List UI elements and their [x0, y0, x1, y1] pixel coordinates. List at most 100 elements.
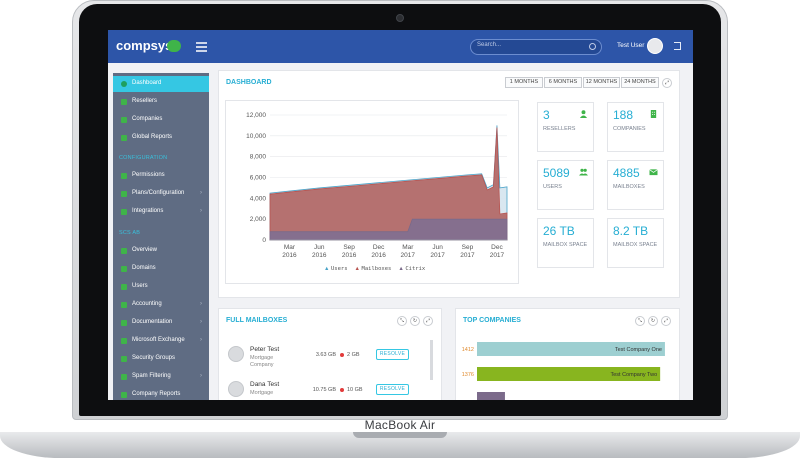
integrations-icon	[121, 209, 127, 215]
sidebar-item-label: Users	[132, 283, 148, 289]
stat-tile-mailbox-space-1[interactable]: 26 TB MAILBOX SPACE	[537, 218, 594, 268]
sidebar-item-plans-configuration[interactable]: Plans/Configuration ›	[113, 186, 209, 202]
sidebar-item-security-groups[interactable]: Security Groups	[113, 351, 209, 367]
legend-label: Users	[330, 266, 348, 272]
sidebar-item-global-reports[interactable]: Global Reports	[113, 130, 209, 146]
mailbox-company: Mortgage Company	[250, 355, 274, 368]
legend-label: Citrix	[405, 266, 426, 272]
dashboard-icon	[121, 81, 127, 87]
stat-tile-companies[interactable]: 188 COMPANIES	[607, 102, 664, 152]
top-companies-bar-chart: 1412 Test Company One 1376 Test Company Two	[462, 342, 665, 400]
user-name[interactable]: Test User	[617, 42, 645, 49]
legend-item[interactable]: ▲ Mailboxes	[355, 266, 392, 272]
legend-item[interactable]: ▲ Citrix	[398, 266, 425, 272]
app-logo[interactable]: compsys	[116, 38, 173, 53]
sidebar-item-label: Company Reports	[132, 391, 181, 397]
users-icon	[121, 284, 127, 290]
domains-icon	[121, 266, 127, 272]
sidebar-item-accounting[interactable]: Accounting ›	[113, 297, 209, 313]
exchange-icon	[121, 338, 127, 344]
user-avatar[interactable]	[647, 38, 663, 54]
permissions-icon	[121, 173, 127, 179]
logout-icon[interactable]	[674, 42, 681, 50]
company-bar[interactable]	[477, 342, 665, 356]
sidebar-item-company-reports[interactable]: Company Reports	[113, 387, 209, 400]
stat-label: MAILBOXES	[613, 184, 645, 190]
over-quota-dot-icon	[340, 353, 344, 357]
reports-icon	[121, 135, 127, 141]
sidebar-item-overview[interactable]: Overview	[113, 243, 209, 259]
x-tick-label: Jun	[314, 244, 325, 251]
sidebar-item-label: Overview	[132, 247, 158, 253]
overview-icon	[121, 248, 127, 254]
sidebar-section-scs: SCS AB	[119, 230, 141, 236]
sidebar-item-companies[interactable]: Companies	[113, 112, 209, 128]
chevron-right-icon: ›	[200, 373, 202, 379]
sidebar: Dashboard Resellers Companies Global Rep…	[113, 73, 209, 400]
sidebar-item-label: Security Groups	[132, 355, 176, 361]
resolve-button[interactable]: RESOLVE	[376, 349, 409, 360]
sidebar-item-domains[interactable]: Domains	[113, 261, 209, 277]
scrollbar[interactable]	[430, 340, 433, 380]
chart-legend: ▲ Users ▲ Mailboxes ▲ Citrix	[324, 266, 432, 272]
company-bar-label: Test Company One	[615, 347, 662, 353]
stat-value: 8.2 TB	[613, 224, 649, 238]
expand-icon[interactable]: ⤢	[662, 78, 672, 88]
company-bar-label: Test Company Two	[610, 372, 657, 378]
sidebar-item-users[interactable]: Users	[113, 279, 209, 295]
series-area-mailboxes	[269, 127, 508, 241]
range-24-months-button[interactable]: 24 MONTHS	[621, 77, 659, 88]
refresh-icon[interactable]: ↻	[648, 316, 658, 326]
collapse-icon[interactable]: ⤡	[397, 316, 407, 326]
y-tick-label: 4,000	[250, 195, 267, 202]
stat-tile-mailboxes[interactable]: 4885 MAILBOXES	[607, 160, 664, 210]
stat-label: MAILBOX SPACE	[613, 242, 658, 248]
stat-label: MAILBOX SPACE	[543, 242, 588, 248]
x-tick-label: 2017	[460, 252, 475, 259]
menu-toggle-icon[interactable]	[196, 42, 207, 54]
y-tick-label: 0	[262, 237, 266, 244]
sidebar-item-label: Resellers	[132, 98, 158, 104]
company-bar[interactable]	[477, 367, 661, 381]
mailbox-company: Mortgage	[250, 390, 274, 396]
sidebar-item-resellers[interactable]: Resellers	[113, 94, 209, 110]
x-tick-label: 2016	[342, 252, 357, 259]
stat-tile-mailbox-space-2[interactable]: 8.2 TB MAILBOX SPACE	[607, 218, 664, 268]
company-bar-value: 1412	[462, 347, 474, 353]
legend-marker-icon: ▲	[354, 266, 362, 272]
company-reports-icon	[121, 392, 127, 398]
range-12-months-button[interactable]: 12 MONTHS	[583, 77, 620, 88]
legend-label: Mailboxes	[361, 266, 392, 272]
company-bar[interactable]	[477, 392, 505, 400]
y-tick-label: 2,000	[250, 216, 267, 223]
sidebar-item-microsoft-exchange[interactable]: Microsoft Exchange ›	[113, 333, 209, 349]
documentation-icon	[121, 320, 127, 326]
legend-item[interactable]: ▲ Users	[324, 266, 348, 272]
sidebar-item-dashboard[interactable]: Dashboard	[113, 76, 209, 92]
y-tick-label: 8,000	[250, 154, 267, 161]
sidebar-item-label: Accounting	[132, 301, 162, 307]
x-tick-label: Dec	[491, 244, 503, 251]
expand-icon[interactable]: ⤢	[661, 316, 671, 326]
sidebar-item-permissions[interactable]: Permissions	[113, 168, 209, 184]
search-input[interactable]: Search...	[470, 39, 602, 55]
range-1-months-button[interactable]: 1 MONTHS	[505, 77, 543, 88]
mailbox-user-name: Peter Test	[250, 346, 280, 353]
stat-tile-resellers[interactable]: 3 RESELLERS	[537, 102, 594, 152]
top-bar: compsys Search... Test User	[108, 30, 693, 63]
range-6-months-button[interactable]: 6 MONTHS	[544, 77, 582, 88]
series-area-citrix	[269, 218, 508, 241]
resolve-button[interactable]: RESOLVE	[376, 384, 409, 395]
full-mailboxes-title: FULL MAILBOXES	[226, 317, 288, 324]
refresh-icon[interactable]: ↻	[410, 316, 420, 326]
sidebar-item-documentation[interactable]: Documentation ›	[113, 315, 209, 331]
mailbox-quota: 2 GB	[347, 352, 360, 358]
collapse-icon[interactable]: ⤡	[635, 316, 645, 326]
mailbox-used: 10.75 GB	[312, 387, 336, 393]
x-tick-label: 2017	[401, 252, 416, 259]
sidebar-item-integrations[interactable]: Integrations ›	[113, 204, 209, 220]
expand-icon[interactable]: ⤢	[423, 316, 433, 326]
stat-tile-users[interactable]: 5089 USERS	[537, 160, 594, 210]
search-icon	[589, 43, 596, 50]
sidebar-item-spam-filtering[interactable]: Spam Filtering ›	[113, 369, 209, 385]
